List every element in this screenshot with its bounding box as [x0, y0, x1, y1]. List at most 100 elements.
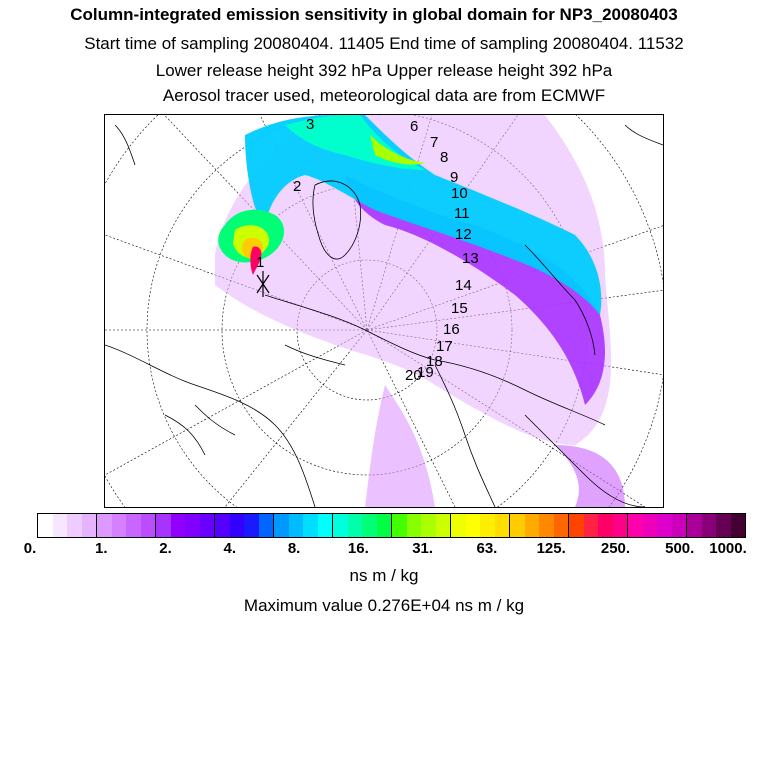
colorbar-cell [642, 514, 657, 537]
trajectory-label: 12 [455, 226, 472, 243]
colorbar-cell [701, 514, 716, 537]
colorbar-cell [229, 514, 244, 537]
release-point-marker [256, 271, 270, 297]
release-heights: Lower release height 392 hPa Upper relea… [155, 61, 613, 80]
trajectory-label: 1 [256, 254, 264, 271]
trajectory-labels: 1 2 3 6 7 8 9 10 11 12 13 14 15 16 17 18… [256, 116, 479, 384]
colorbar-cell [569, 514, 584, 537]
colorbar-cell [317, 514, 333, 537]
trajectory-label: 2 [293, 178, 301, 195]
colorbar-cell [406, 514, 421, 537]
colorbar-cell [288, 514, 303, 537]
colorbar-cell [333, 514, 348, 537]
colorbar-cell [657, 514, 672, 537]
colorbar-tick-label: 2. [159, 540, 172, 557]
max-value-label: Maximum value 0.276E+04 ns m / kg [243, 596, 525, 615]
trajectory-label: 11 [454, 205, 470, 222]
meridian [224, 329, 368, 507]
trajectory-label: 3 [306, 116, 314, 133]
colorbar-cell [524, 514, 539, 537]
trajectory-label: 10 [451, 185, 468, 202]
asia-coast [524, 414, 646, 507]
trajectory-label: 16 [443, 321, 460, 338]
meridian [164, 115, 368, 331]
trajectory-label: 8 [440, 149, 448, 166]
colorbar-cell [716, 514, 731, 537]
arctic-coast [264, 294, 606, 426]
trajectory-label: 9 [450, 169, 458, 186]
colorbar-cell [140, 514, 156, 537]
colorbar-cell [539, 514, 554, 537]
colorbar-cell [510, 514, 525, 537]
trajectory-label: 17 [436, 338, 453, 355]
siberia-coast [434, 364, 496, 507]
colorbar-cell [347, 514, 362, 537]
colorbar-cell [170, 514, 185, 537]
colorbar-tick-label: 63. [476, 540, 498, 557]
colorbar-cell [52, 514, 67, 537]
meridian [105, 329, 368, 476]
colorbar-tick-label: 16. [347, 540, 369, 557]
colorbar-tick-label: 1000. [709, 540, 747, 557]
colorbar-cell [421, 514, 436, 537]
archipelago-coast [164, 344, 346, 456]
sampling-times: Start time of sampling 20080404. 11405 E… [84, 34, 684, 53]
colorbar-tick-label: 4. [223, 540, 237, 557]
plot-title: Column-integrated emission sensitivity i… [70, 5, 678, 24]
colorbar-tick-label: 500. [665, 540, 695, 557]
colorbar-cell [612, 514, 628, 537]
trajectory-label: 6 [410, 118, 418, 135]
colorbar-cell [494, 514, 510, 537]
colorbar-cell [156, 514, 171, 537]
polar-map: 1 2 3 6 7 8 9 10 11 12 13 14 15 16 17 18… [104, 114, 664, 508]
colorbar-tick-label: 250. [600, 540, 631, 557]
north-america-coast [105, 344, 316, 507]
colorbar-cell [81, 514, 97, 537]
sensitivity-plume [215, 115, 625, 507]
colorbar-cell [199, 514, 215, 537]
colorbar-cell [185, 514, 200, 537]
colorbar-cell [244, 514, 259, 537]
edge-coasts [114, 124, 663, 166]
greenland-coast [312, 180, 362, 260]
colorbar-cell [465, 514, 480, 537]
colorbar-cell [258, 514, 274, 537]
colorbar-cell [480, 514, 495, 537]
colorbar-tick-label: 8. [287, 540, 301, 557]
tracer-info: Aerosol tracer used, meteorological data… [162, 86, 606, 105]
colorbar-cell [392, 514, 407, 537]
colorbar-tick-label: 125. [536, 540, 566, 557]
colorbar-cell [628, 514, 643, 537]
map-canvas: 1 2 3 6 7 8 9 10 11 12 13 14 15 16 17 18… [105, 115, 663, 507]
colorbar-tick-label: 1. [95, 540, 108, 557]
trajectory-label: 7 [430, 134, 438, 151]
colorbar-cell [38, 514, 53, 537]
colorbar-cell [553, 514, 569, 537]
colorbar [37, 513, 746, 538]
trajectory-label: 18 [426, 353, 443, 370]
meridian [105, 234, 368, 331]
colorbar-cell [598, 514, 613, 537]
colorbar-cell [215, 514, 230, 537]
colorbar-cell [111, 514, 126, 537]
coastlines [105, 124, 663, 507]
colorbar-cell [671, 514, 687, 537]
scandinavia-coast [524, 244, 596, 356]
colorbar-cell [730, 514, 745, 537]
colorbar-cell [126, 514, 141, 537]
colorbar-cell [274, 514, 289, 537]
colorbar-tick-label: 0. [23, 540, 37, 557]
colorbar-cell [362, 514, 377, 537]
trajectory-label: 19 [417, 364, 434, 381]
trajectory-label: 20 [405, 367, 422, 384]
colorbar-cell [583, 514, 598, 537]
unit-label: ns m / kg [349, 566, 419, 585]
trajectory-label: 14 [455, 277, 472, 294]
trajectory-label: 13 [462, 250, 479, 267]
trajectory-label: 15 [451, 300, 468, 317]
colorbar-cell [376, 514, 392, 537]
colorbar-cell [435, 514, 451, 537]
colorbar-cell [67, 514, 82, 537]
colorbar-cell [97, 514, 112, 537]
colorbar-cell [687, 514, 702, 537]
